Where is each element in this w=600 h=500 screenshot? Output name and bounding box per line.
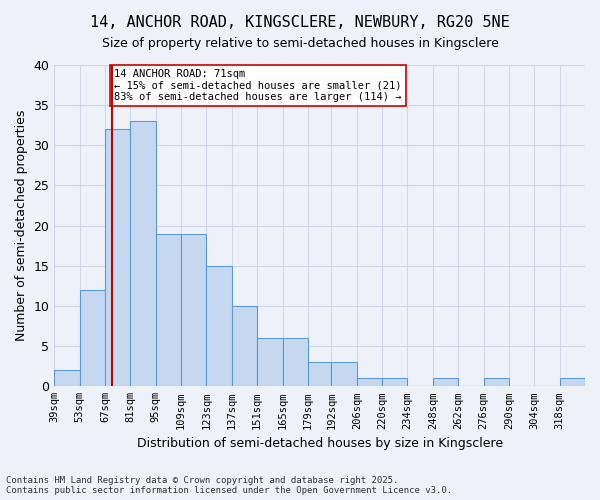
Bar [382, 378, 407, 386]
Bar [54, 370, 80, 386]
Bar [433, 378, 458, 386]
Bar [357, 378, 382, 386]
Bar [484, 378, 509, 386]
Bar [257, 338, 283, 386]
Bar [181, 234, 206, 386]
Text: Contains HM Land Registry data © Crown copyright and database right 2025.
Contai: Contains HM Land Registry data © Crown c… [6, 476, 452, 495]
Bar [156, 234, 181, 386]
Bar [206, 266, 232, 386]
Text: Size of property relative to semi-detached houses in Kingsclere: Size of property relative to semi-detach… [101, 38, 499, 51]
Bar [130, 121, 156, 386]
Bar [283, 338, 308, 386]
Bar [105, 130, 130, 386]
X-axis label: Distribution of semi-detached houses by size in Kingsclere: Distribution of semi-detached houses by … [137, 437, 503, 450]
Bar [232, 306, 257, 386]
Text: 14, ANCHOR ROAD, KINGSCLERE, NEWBURY, RG20 5NE: 14, ANCHOR ROAD, KINGSCLERE, NEWBURY, RG… [90, 15, 510, 30]
Y-axis label: Number of semi-detached properties: Number of semi-detached properties [15, 110, 28, 342]
Text: 14 ANCHOR ROAD: 71sqm
← 15% of semi-detached houses are smaller (21)
83% of semi: 14 ANCHOR ROAD: 71sqm ← 15% of semi-deta… [114, 69, 401, 102]
Bar [331, 362, 357, 386]
Bar [308, 362, 331, 386]
Bar [560, 378, 585, 386]
Bar [80, 290, 105, 386]
